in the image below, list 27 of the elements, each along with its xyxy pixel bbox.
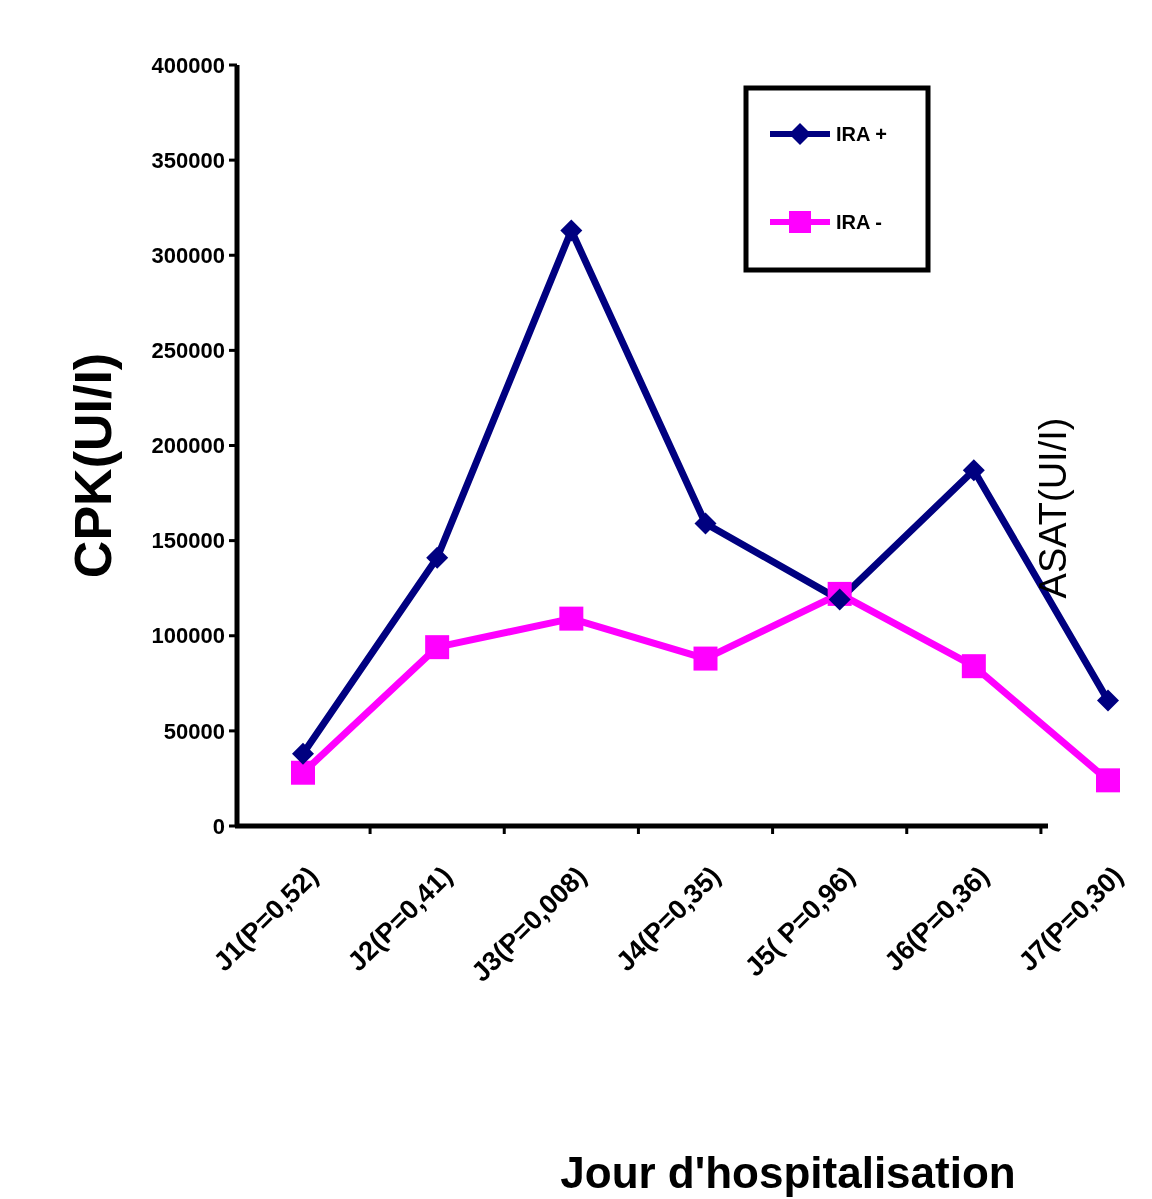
y-tick-label: 350000 (151, 147, 225, 173)
point (426, 546, 449, 569)
y-tick-label: 200000 (151, 433, 225, 459)
point (962, 459, 985, 482)
point (559, 606, 584, 631)
x-axis-title: Jour d'hospitalisation (560, 1148, 1016, 1198)
point (693, 646, 718, 671)
point (694, 512, 717, 535)
point (292, 742, 314, 765)
y-tick-label: 100000 (151, 623, 225, 649)
point (961, 654, 986, 679)
legend-label: IRA + (836, 123, 887, 145)
y-tick-label: 400000 (151, 52, 225, 78)
point (828, 588, 851, 611)
annotation: ASAT(UI/I) (1032, 417, 1075, 599)
y-tick-label: 0 (212, 813, 225, 839)
point (291, 760, 315, 785)
point (1096, 768, 1120, 793)
legend-label: IRA - (836, 211, 882, 233)
point (1097, 689, 1119, 712)
y-tick-label: 50000 (163, 718, 225, 744)
y-axis-title: CPK(UI/I) (64, 352, 123, 579)
y-tick-label: 150000 (151, 528, 225, 554)
point (560, 219, 583, 242)
point (425, 635, 450, 660)
y-tick-label: 250000 (151, 338, 225, 364)
y-tick-label: 300000 (151, 242, 225, 268)
